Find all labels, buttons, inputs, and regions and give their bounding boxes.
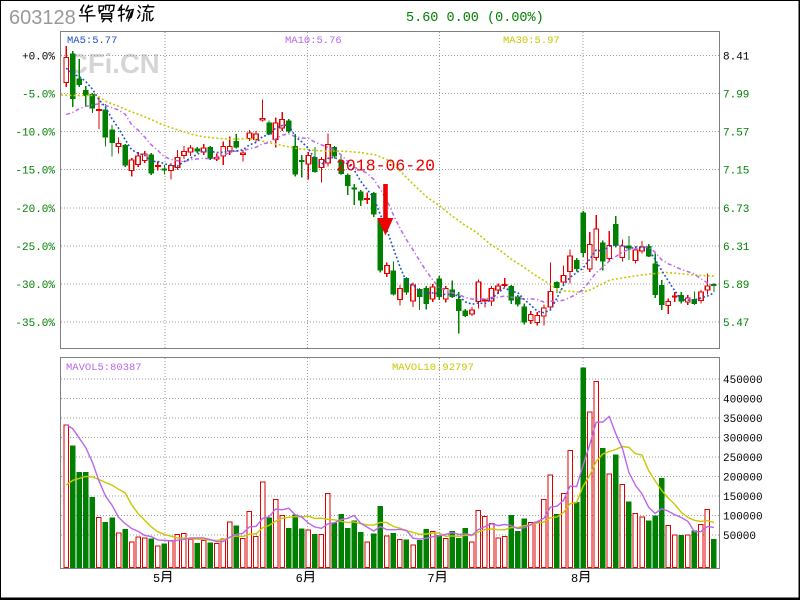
svg-text:400000: 400000 bbox=[723, 395, 763, 407]
svg-text:MA5:5.77: MA5:5.77 bbox=[67, 35, 117, 47]
svg-text:7: 7 bbox=[427, 572, 434, 586]
svg-text:8: 8 bbox=[571, 572, 578, 586]
svg-text:200000: 200000 bbox=[723, 473, 763, 485]
svg-text:-20.0%: -20.0% bbox=[15, 204, 55, 216]
svg-text:603128: 603128 bbox=[9, 7, 76, 29]
svg-text:5.89: 5.89 bbox=[723, 280, 749, 292]
svg-text:CFi.CN: CFi.CN bbox=[68, 48, 160, 79]
svg-text:-5.0%: -5.0% bbox=[22, 90, 55, 102]
svg-text:7.57: 7.57 bbox=[723, 128, 749, 140]
svg-text:350000: 350000 bbox=[723, 414, 763, 426]
svg-text:300000: 300000 bbox=[723, 434, 763, 446]
svg-text:50000: 50000 bbox=[723, 531, 756, 543]
svg-text:7.15: 7.15 bbox=[723, 166, 749, 178]
svg-text:7.99: 7.99 bbox=[723, 90, 749, 102]
svg-text:100000: 100000 bbox=[723, 512, 763, 524]
svg-text:6: 6 bbox=[296, 572, 303, 586]
svg-text:MA30:5.97: MA30:5.97 bbox=[503, 35, 560, 47]
svg-text:-35.0%: -35.0% bbox=[15, 318, 55, 330]
svg-text:5.47: 5.47 bbox=[723, 318, 749, 330]
svg-text:-25.0%: -25.0% bbox=[15, 242, 55, 254]
svg-text:5.60 0.00 (0.00%): 5.60 0.00 (0.00%) bbox=[406, 11, 544, 26]
svg-text:150000: 150000 bbox=[723, 492, 763, 504]
svg-text:250000: 250000 bbox=[723, 453, 763, 465]
svg-text:+0.0%: +0.0% bbox=[22, 52, 55, 64]
svg-text:6.73: 6.73 bbox=[723, 204, 749, 216]
svg-text:MAVOL5:80387: MAVOL5:80387 bbox=[66, 362, 142, 374]
svg-text:-10.0%: -10.0% bbox=[15, 128, 55, 140]
svg-text:-15.0%: -15.0% bbox=[15, 166, 55, 178]
svg-text:5: 5 bbox=[153, 572, 160, 586]
svg-text:8.41: 8.41 bbox=[723, 52, 750, 64]
svg-text:-30.0%: -30.0% bbox=[15, 280, 55, 292]
svg-text:6.31: 6.31 bbox=[723, 242, 750, 254]
svg-text:MA10:5.76: MA10:5.76 bbox=[285, 35, 342, 47]
svg-text:2018-06-20: 2018-06-20 bbox=[336, 157, 435, 176]
svg-text:MAVOL10:92797: MAVOL10:92797 bbox=[392, 362, 474, 374]
svg-text:450000: 450000 bbox=[723, 375, 763, 387]
